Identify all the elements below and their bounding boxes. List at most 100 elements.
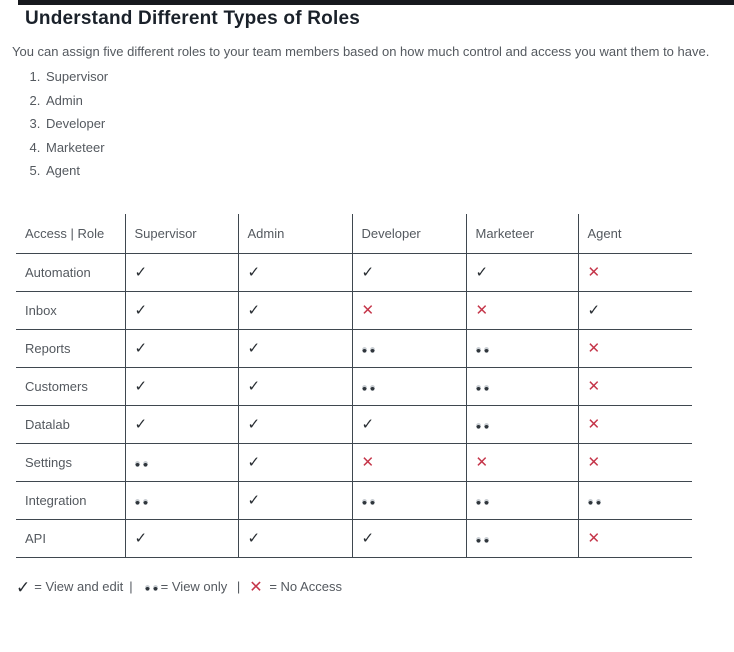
- access-cell: ✕: [578, 253, 692, 292]
- table-row: Automation ✓ ✓ ✓ ✓ ✕: [16, 253, 692, 292]
- feature-cell: Integration: [16, 481, 126, 520]
- legend-check-label: = View and edit: [34, 579, 124, 594]
- access-cell: ✕: [578, 329, 692, 368]
- check-icon: ✓: [247, 339, 261, 357]
- check-icon: ✓: [247, 415, 261, 433]
- cross-icon: ✕: [587, 415, 601, 433]
- view-only-icon: [587, 494, 601, 507]
- roles-list: Supervisor Admin Developer Marketeer Age…: [0, 70, 734, 178]
- list-item-supervisor: Supervisor: [44, 70, 734, 84]
- legend-view-label: = View only: [160, 579, 228, 594]
- access-cell: ✓: [466, 253, 579, 292]
- table-header: Access | Role Supervisor Admin Developer Mar…: [16, 213, 692, 254]
- view-only-icon: [361, 380, 375, 393]
- check-icon: ✓: [134, 529, 148, 547]
- view-only-icon: [134, 456, 148, 469]
- check-icon: ✓: [247, 529, 261, 547]
- cross-icon: ✕: [361, 453, 375, 471]
- legend-separator: |: [236, 579, 241, 594]
- access-cell: [466, 519, 579, 558]
- table-row: API ✓ ✓ ✓ ✕: [16, 519, 692, 558]
- access-cell: [352, 329, 467, 368]
- check-icon: ✓: [247, 491, 261, 509]
- cross-icon: ✕: [587, 453, 601, 471]
- check-icon: ✓: [361, 263, 375, 281]
- view-only-icon: [475, 342, 489, 355]
- cross-icon: ✕: [587, 377, 601, 395]
- cross-icon: ✕: [587, 529, 601, 547]
- check-icon: ✓: [247, 453, 261, 471]
- view-only-icon: [475, 380, 489, 393]
- list-item-agent: Agent: [44, 164, 734, 178]
- access-cell: ✓: [238, 291, 353, 330]
- column-header: Access | Role: [16, 213, 126, 254]
- access-cell: ✓: [125, 253, 239, 292]
- table-body: Automation ✓ ✓ ✓ ✓ ✕ Inbox ✓ ✓ ✕ ✕ ✓ Reports ✓ ✓ ✕ Custo…: [16, 253, 692, 558]
- check-icon: ✓: [16, 578, 31, 598]
- access-cell: ✓: [238, 443, 353, 482]
- check-icon: ✓: [247, 263, 261, 281]
- access-cell: [352, 481, 467, 520]
- check-icon: ✓: [134, 377, 148, 395]
- table-row: Reports ✓ ✓ ✕: [16, 329, 692, 368]
- view-only-icon: [144, 580, 158, 593]
- view-only-icon: [475, 494, 489, 507]
- table-row: Datalab ✓ ✓ ✓ ✕: [16, 405, 692, 444]
- view-only-icon: [475, 532, 489, 545]
- access-cell: ✕: [578, 367, 692, 406]
- table-row: Inbox ✓ ✓ ✕ ✕ ✓: [16, 291, 692, 330]
- cross-icon: ✕: [587, 339, 601, 357]
- access-cell: ✓: [238, 519, 353, 558]
- view-only-icon: [475, 418, 489, 431]
- access-cell: ✓: [238, 329, 353, 368]
- access-cell: ✓: [352, 519, 467, 558]
- access-cell: [466, 329, 579, 368]
- access-cell: ✕: [578, 443, 692, 482]
- check-icon: ✓: [134, 339, 148, 357]
- access-cell: [466, 481, 579, 520]
- access-cell: ✓: [238, 481, 353, 520]
- intro-paragraph: You can assign five different roles to y…: [12, 44, 710, 59]
- column-header: Supervisor: [125, 213, 239, 254]
- access-cell: ✓: [238, 367, 353, 406]
- access-cell: ✕: [466, 443, 579, 482]
- table-row: Integration ✓: [16, 481, 692, 520]
- access-cell: ✓: [125, 519, 239, 558]
- cross-icon: ✕: [361, 301, 375, 319]
- access-cell: [578, 481, 692, 520]
- check-icon: ✓: [475, 263, 489, 281]
- access-cell: ✕: [578, 405, 692, 444]
- view-only-icon: [361, 494, 375, 507]
- check-icon: ✓: [361, 415, 375, 433]
- list-item-admin: Admin: [44, 93, 734, 108]
- check-icon: ✓: [247, 377, 261, 395]
- access-cell: ✓: [352, 405, 467, 444]
- access-cell: ✓: [578, 291, 692, 330]
- view-only-icon: [134, 494, 148, 507]
- access-cell: ✓: [352, 253, 467, 292]
- check-icon: ✓: [134, 301, 148, 319]
- legend: ✓ = View and edit | = View only | ✕ = No Acc…: [16, 579, 734, 597]
- legend-no-access-label: = No Access: [269, 579, 342, 594]
- access-cell: ✕: [352, 443, 467, 482]
- access-cell: [352, 367, 467, 406]
- feature-cell: Reports: [16, 329, 126, 368]
- column-header: Marketeer: [466, 213, 579, 254]
- feature-cell: Customers: [16, 367, 126, 406]
- access-cell: [466, 405, 579, 444]
- header-row: Access | Role Supervisor Admin Developer Mar…: [16, 213, 692, 254]
- page-title: Understand Different Types of Roles: [25, 8, 360, 29]
- cross-icon: ✕: [475, 453, 489, 471]
- access-cell: [125, 443, 239, 482]
- access-cell: ✓: [238, 253, 353, 292]
- access-cell: [466, 367, 579, 406]
- access-cell: ✓: [125, 291, 239, 330]
- access-cell: ✕: [352, 291, 467, 330]
- top-border-bar: [18, 0, 734, 5]
- feature-cell: Settings: [16, 443, 126, 482]
- feature-cell: Automation: [16, 253, 126, 292]
- access-cell: ✓: [125, 367, 239, 406]
- check-icon: ✓: [134, 415, 148, 433]
- cross-icon: ✕: [249, 577, 263, 596]
- access-cell: [125, 481, 239, 520]
